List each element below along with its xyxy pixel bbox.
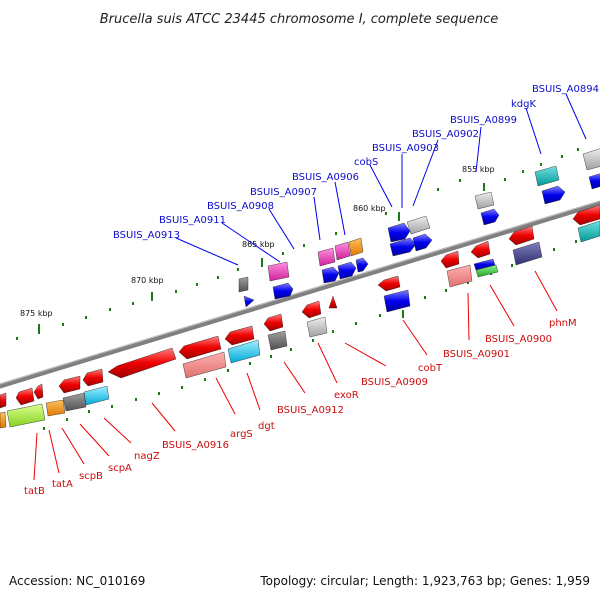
- scale-label-860: 860 kbp: [353, 204, 386, 213]
- gene-feature: [406, 215, 431, 235]
- gene-label-tata: tatA: [52, 479, 73, 490]
- gene-feature: [238, 276, 249, 293]
- gene-feature: [355, 257, 369, 273]
- gene-feature: [272, 282, 294, 300]
- gene-feature: [572, 204, 600, 226]
- gene-feature: [383, 289, 411, 313]
- gene-feature: [512, 241, 543, 266]
- outer-tick-marks: [16, 148, 579, 340]
- scale-label-875: 875 kbp: [20, 309, 53, 318]
- gene-feature: [577, 220, 600, 243]
- gene-feature: [58, 375, 81, 394]
- gene-label-bsuis-a0901: BSUIS_A0901: [443, 349, 510, 360]
- forward-strand-genes: [238, 148, 600, 308]
- gene-feature: [337, 261, 357, 280]
- gene-feature: [440, 250, 460, 269]
- top-leader-lines: [175, 93, 587, 266]
- gene-label-bsuis-a0900: BSUIS_A0900: [485, 334, 552, 345]
- gene-feature: [227, 339, 261, 364]
- gene-label-bsuis-a0908: BSUIS_A0908: [207, 201, 274, 212]
- gene-feature: [446, 264, 473, 288]
- map-title: Brucella suis ATCC 23445 chromosome I, c…: [100, 12, 499, 27]
- gene-feature: [377, 275, 401, 292]
- bottom-gene-labels: tatB tatA scpB scpA nagZ BSUIS_A0916 arg…: [24, 318, 577, 497]
- gene-feature: [473, 258, 496, 271]
- gene-feature: [534, 165, 560, 187]
- gene-label-scpa: scpA: [108, 463, 132, 474]
- gene-feature: [267, 330, 288, 351]
- gene-feature: [83, 385, 110, 406]
- gene-feature: [107, 347, 177, 379]
- gene-label-kdgk: kdgK: [511, 99, 536, 110]
- gene-feature: [6, 403, 46, 428]
- gene-label-bsuis-a0911: BSUIS_A0911: [159, 215, 226, 226]
- gene-label-tatb: tatB: [24, 486, 45, 497]
- gene-label-bsuis-a0913: BSUIS_A0913: [113, 230, 180, 241]
- gene-label-scpb: scpB: [79, 471, 103, 482]
- gene-feature: [541, 185, 566, 205]
- gene-feature: [243, 295, 255, 308]
- gene-label-bsuis-a0907: BSUIS_A0907: [250, 187, 317, 198]
- gene-feature: [475, 264, 499, 278]
- gene-label-bsuis-a0906: BSUIS_A0906: [292, 172, 359, 183]
- gene-feature: [33, 383, 44, 400]
- gene-feature: [0, 411, 7, 429]
- gene-feature: [328, 295, 338, 309]
- gene-label-nagz: nagZ: [134, 451, 160, 462]
- gene-feature: [15, 387, 35, 406]
- gene-feature: [480, 208, 500, 226]
- gene-label-bsuis-a0916: BSUIS_A0916: [162, 440, 229, 451]
- gene-feature: [182, 351, 227, 379]
- gene-label-bsuis-a0903: BSUIS_A0903: [372, 143, 439, 154]
- topology-stats-text: Topology: circular; Length: 1,923,763 bp…: [260, 574, 590, 588]
- gene-feature: [301, 300, 322, 319]
- gene-feature: [412, 233, 433, 252]
- scale-label-870: 870 kbp: [131, 276, 164, 285]
- gene-label-bsuis-a0902: BSUIS_A0902: [412, 129, 479, 140]
- gene-feature: [387, 222, 411, 243]
- gene-feature: [224, 325, 255, 346]
- bottom-leader-lines: [33, 270, 558, 481]
- gene-feature: [321, 266, 340, 284]
- scale-label-855: 855 kbp: [462, 165, 495, 174]
- gene-feature: [588, 173, 600, 190]
- gene-feature: [82, 368, 104, 387]
- top-gene-labels: BSUIS_A0913 BSUIS_A0911 BSUIS_A0908 BSUI…: [113, 84, 599, 241]
- inner-tick-marks: [43, 240, 577, 430]
- gene-feature: [45, 399, 66, 417]
- gene-label-dgt: dgt: [258, 421, 275, 432]
- gene-feature: [508, 225, 535, 246]
- gene-feature: [0, 392, 7, 409]
- scale-label-865: 865 kbp: [242, 240, 275, 249]
- gene-label-cobs: cobS: [354, 157, 378, 168]
- gene-feature: [474, 191, 495, 210]
- gene-feature: [267, 261, 290, 282]
- gene-label-exor: exoR: [334, 390, 359, 401]
- gene-label-bsuis-a0894: BSUIS_A0894: [532, 84, 599, 95]
- gene-label-phnm: phnM: [549, 318, 577, 329]
- gene-feature: [470, 240, 491, 259]
- chromosome-backbone: [0, 200, 600, 389]
- gene-feature: [178, 335, 222, 360]
- gene-label-bsuis-a0909: BSUIS_A0909: [361, 377, 428, 388]
- gene-feature: [263, 313, 284, 332]
- gene-feature: [334, 241, 351, 261]
- gene-label-args: argS: [230, 429, 253, 440]
- gene-feature: [582, 148, 600, 171]
- gene-label-bsuis-a0912: BSUIS_A0912: [277, 405, 344, 416]
- accession-text: Accession: NC_010169: [9, 574, 146, 588]
- gene-label-bsuis-a0899: BSUIS_A0899: [450, 115, 517, 126]
- gene-label-cobt: cobT: [418, 363, 443, 374]
- gene-feature: [348, 237, 364, 257]
- reverse-strand-genes: [0, 204, 600, 429]
- gene-feature: [389, 237, 417, 257]
- scale-labels: 875 kbp 870 kbp 865 kbp 860 kbp 855 kbp: [20, 165, 495, 318]
- gene-feature: [317, 247, 336, 267]
- gene-feature: [62, 392, 87, 412]
- gene-feature: [306, 316, 328, 338]
